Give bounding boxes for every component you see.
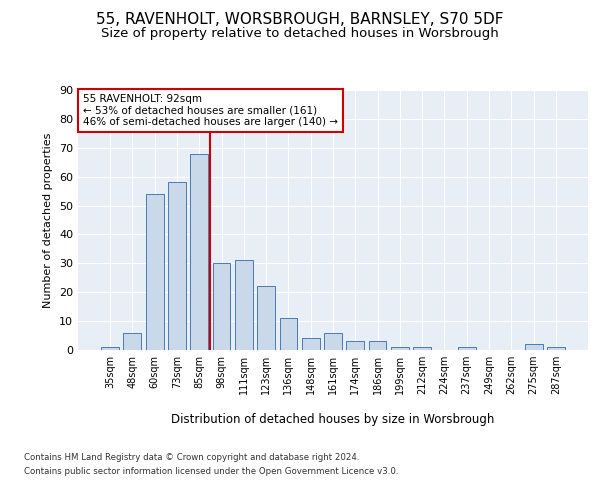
Bar <box>168 182 186 350</box>
Y-axis label: Number of detached properties: Number of detached properties <box>43 132 53 308</box>
Text: 55 RAVENHOLT: 92sqm
← 53% of detached houses are smaller (161)
46% of semi-detac: 55 RAVENHOLT: 92sqm ← 53% of detached ho… <box>83 94 338 127</box>
Bar <box>257 286 275 350</box>
Bar <box>190 154 208 350</box>
Bar <box>146 194 164 350</box>
Bar <box>302 338 320 350</box>
Bar <box>212 264 230 350</box>
Bar <box>101 347 119 350</box>
Bar <box>547 347 565 350</box>
Text: Size of property relative to detached houses in Worsbrough: Size of property relative to detached ho… <box>101 28 499 40</box>
Bar <box>324 332 342 350</box>
Bar <box>524 344 542 350</box>
Bar <box>368 342 386 350</box>
Bar <box>458 347 476 350</box>
Text: Contains public sector information licensed under the Open Government Licence v3: Contains public sector information licen… <box>24 468 398 476</box>
Bar <box>413 347 431 350</box>
Bar <box>124 332 142 350</box>
Bar <box>280 318 298 350</box>
Bar <box>391 347 409 350</box>
Text: 55, RAVENHOLT, WORSBROUGH, BARNSLEY, S70 5DF: 55, RAVENHOLT, WORSBROUGH, BARNSLEY, S70… <box>96 12 504 28</box>
Bar <box>235 260 253 350</box>
Text: Contains HM Land Registry data © Crown copyright and database right 2024.: Contains HM Land Registry data © Crown c… <box>24 452 359 462</box>
Text: Distribution of detached houses by size in Worsbrough: Distribution of detached houses by size … <box>172 412 494 426</box>
Bar <box>346 342 364 350</box>
